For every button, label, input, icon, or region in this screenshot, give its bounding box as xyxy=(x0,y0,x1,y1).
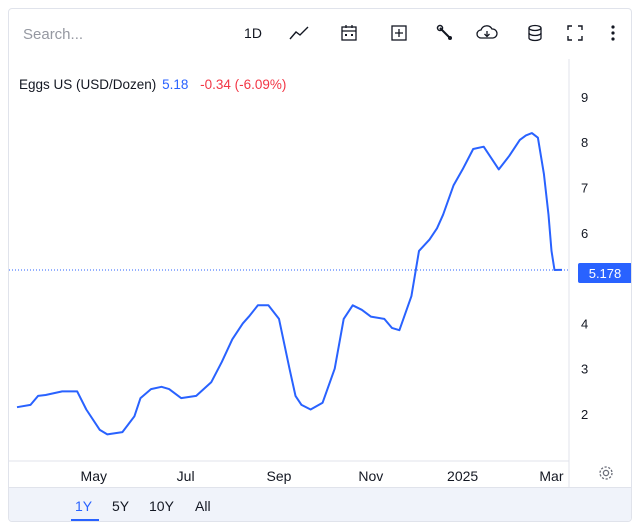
legend-price: 5.18 xyxy=(162,77,189,92)
active-range-underline xyxy=(71,519,99,521)
toolbar: Search... 1D xyxy=(9,9,631,59)
y-tick-label: 9 xyxy=(581,90,588,105)
range-10y[interactable]: 10Y xyxy=(149,498,174,514)
y-tick-label: 7 xyxy=(581,181,588,196)
range-5y[interactable]: 5Y xyxy=(112,498,130,514)
last-price-badge: 5.178 xyxy=(578,263,631,283)
y-tick-label: 8 xyxy=(581,135,588,150)
y-tick-label: 2 xyxy=(581,407,588,422)
cloud-download-icon[interactable] xyxy=(475,21,499,45)
x-tick-label: Sep xyxy=(267,468,292,484)
interval-button[interactable]: 1D xyxy=(244,25,262,41)
x-tick-label: Jul xyxy=(177,468,195,484)
y-tick-label: 4 xyxy=(581,316,588,331)
y-axis: 23456789 xyxy=(581,90,588,422)
search-input[interactable]: Search... xyxy=(23,26,84,43)
range-bar: 1Y 5Y 10Y All xyxy=(9,487,631,521)
x-tick-label: Mar xyxy=(539,468,563,484)
x-tick-label: 2025 xyxy=(447,468,478,484)
calendar-icon[interactable] xyxy=(337,21,361,45)
fullscreen-icon[interactable] xyxy=(563,21,587,45)
range-all[interactable]: All xyxy=(195,498,211,514)
series-line xyxy=(16,132,562,436)
x-axis: May Jul Sep Nov 2025 Mar xyxy=(81,468,564,484)
y-tick-label: 6 xyxy=(581,226,588,241)
legend-change: -0.34 (-6.09%) xyxy=(200,77,287,92)
chart-type-icon[interactable] xyxy=(287,21,311,45)
settings-wrench-icon[interactable] xyxy=(433,21,457,45)
gear-icon[interactable] xyxy=(597,464,615,487)
x-tick-label: May xyxy=(81,468,107,484)
more-menu-icon[interactable] xyxy=(601,21,625,45)
x-tick-label: Nov xyxy=(358,468,383,484)
chart-widget: Search... 1D Eggs US (USD/Dozen) 5.18 - xyxy=(8,8,632,522)
database-icon[interactable] xyxy=(523,21,547,45)
compare-add-icon[interactable] xyxy=(387,21,411,45)
y-tick-label: 3 xyxy=(581,362,588,377)
chart-legend: Eggs US (USD/Dozen) 5.18 -0.34 (-6.09%) xyxy=(19,77,286,92)
range-1y[interactable]: 1Y xyxy=(75,498,93,514)
legend-symbol: Eggs US (USD/Dozen) xyxy=(19,77,157,92)
